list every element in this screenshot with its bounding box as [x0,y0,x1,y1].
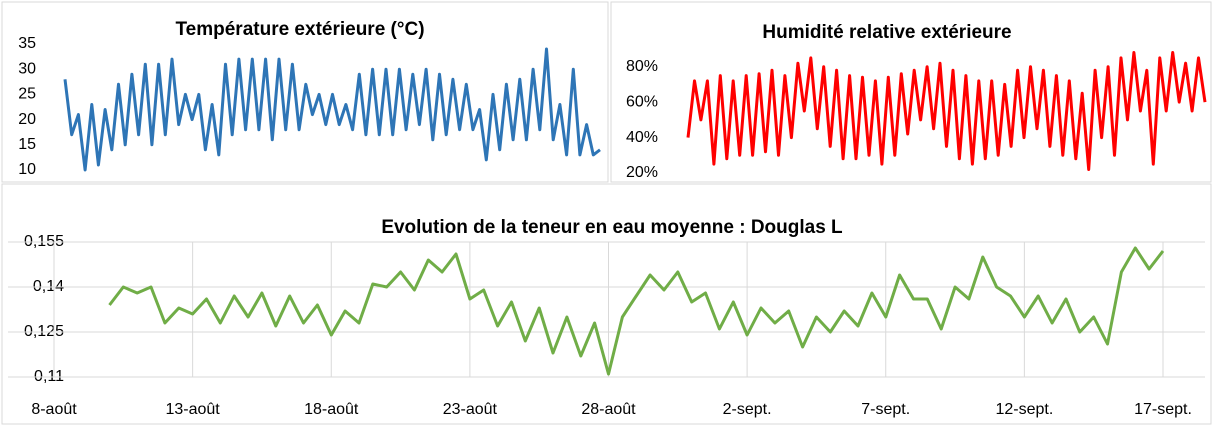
x-tick-label: 8-août [31,401,77,418]
x-tick-label: 12-sept. [995,401,1053,418]
line-series [63,47,601,172]
y-tick-label: 10 [18,161,36,178]
panel [1,183,1212,425]
y-tick-label: 20% [626,164,658,181]
x-tick-label: 13-août [165,401,220,418]
panel [1,1,609,183]
x-tick-label: 23-août [443,401,498,418]
y-tick-label: 20 [18,111,36,128]
x-tick-label: 7-sept. [861,401,910,418]
chart-title: Humidité relative extérieure [762,22,1011,43]
line-series [108,246,1165,376]
y-tick-label: 35 [18,35,36,52]
y-tick-label: 60% [626,93,658,110]
y-tick-label: 80% [626,58,658,75]
chart-title: Température extérieure (°C) [175,19,424,40]
y-tick-label: 30 [18,60,36,77]
chart-title: Evolution de la teneur en eau moyenne : … [381,217,843,238]
x-tick-label: 18-août [304,401,359,418]
y-tick-label: 25 [18,86,36,103]
y-tick-label: 15 [18,136,36,153]
x-tick-label: 28-août [581,401,636,418]
x-tick-label: 2-sept. [723,401,772,418]
y-tick-label: 40% [626,129,658,146]
x-tick-label: 17-sept. [1134,401,1192,418]
panel [610,1,1212,183]
line-series [686,51,1207,171]
